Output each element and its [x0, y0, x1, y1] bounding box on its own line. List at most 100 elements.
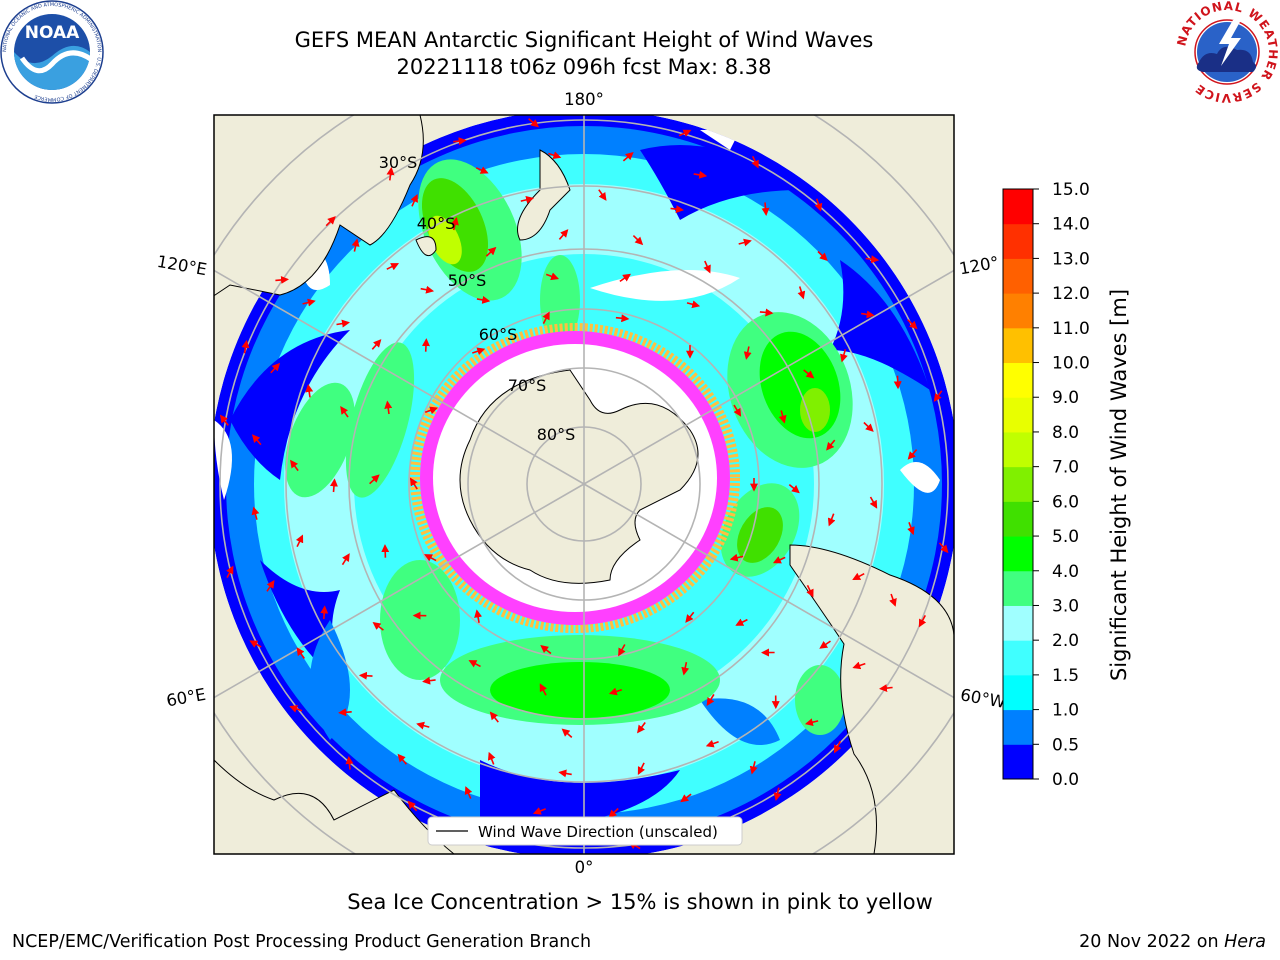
wave-direction-arrow	[773, 787, 782, 801]
legend-label: Wind Wave Direction (unscaled)	[478, 823, 718, 841]
wave-direction-arrow	[680, 793, 692, 803]
colorbar-label: Significant Height of Wind Waves [m]	[1107, 289, 1131, 681]
wave-direction-arrow	[372, 621, 384, 631]
wave-direction-arrow	[489, 711, 499, 723]
wave-direction-arrow	[733, 404, 742, 417]
colorbar-segment	[1003, 466, 1033, 502]
wave-direction-arrow	[302, 298, 316, 307]
wave-direction-arrow	[619, 273, 632, 283]
wave-direction-arrow	[305, 384, 314, 398]
wave-direction-arrow	[296, 647, 305, 659]
wave-direction-arrow	[598, 189, 607, 201]
wave-direction-arrow	[703, 260, 711, 274]
colorbar-tick-label: 7.0	[1052, 458, 1079, 478]
wave-direction-arrow	[693, 170, 708, 179]
wave-direction-arrow	[325, 216, 336, 227]
wind-wave-direction-arrows	[219, 118, 949, 850]
wave-direction-arrow	[266, 579, 275, 592]
colorbar-segment	[1003, 501, 1033, 537]
wave-direction-arrow	[485, 246, 497, 257]
colorbar-segment	[1003, 189, 1033, 225]
wave-direction-arrow	[852, 661, 866, 670]
lon-label-60e: 60°E	[165, 685, 207, 711]
wave-direction-arrow	[819, 640, 831, 649]
wave-direction-arrow	[869, 496, 878, 509]
wave-direction-arrow	[797, 286, 806, 300]
wave-direction-arrow	[424, 406, 439, 415]
wave-direction-arrow	[249, 640, 262, 648]
tasmania-land	[415, 236, 437, 257]
wave-direction-arrow	[788, 483, 800, 494]
wave-direction-arrow	[421, 338, 430, 352]
colorbar-segment	[1003, 362, 1033, 398]
wave-direction-arrow	[889, 593, 897, 607]
colorbar-tick-label: 11.0	[1052, 319, 1090, 339]
wave-direction-arrow	[814, 198, 823, 212]
colorbar-tick-label: 5.0	[1052, 527, 1079, 547]
noaa-logo-text: NOAA	[25, 23, 80, 43]
colorbar-segment	[1003, 327, 1033, 364]
lat-label-40s: 40°S	[417, 214, 456, 233]
wave-direction-arrow	[475, 166, 489, 174]
wave-direction-arrow	[759, 308, 774, 317]
colorbar-tick-label: 3.0	[1052, 596, 1079, 616]
graticule	[214, 115, 954, 854]
wave-direction-arrow	[422, 676, 436, 685]
colorbar-tick-label: 1.0	[1052, 701, 1079, 721]
lat-label-60s: 60°S	[479, 325, 518, 344]
wave-direction-arrow	[834, 740, 842, 754]
wave-direction-arrow	[803, 369, 815, 379]
wave-direction-arrow	[386, 166, 395, 181]
wave-direction-arrow	[729, 553, 744, 562]
colorbar-segment	[1003, 570, 1033, 606]
wave-direction-arrow	[907, 319, 918, 330]
wave-direction-arrow	[806, 584, 814, 598]
wave-direction-arrow	[879, 684, 893, 693]
wave-direction-arrow	[705, 739, 719, 748]
chart-subtitle: 20221118 t06z 096h fcst Max: 8.38	[396, 55, 772, 79]
wave-direction-arrow	[761, 202, 770, 216]
wave-direction-arrow	[420, 285, 435, 294]
colorbar-segment	[1003, 397, 1033, 433]
chart-title: GEFS MEAN Antarctic Significant Height o…	[294, 28, 874, 52]
wave-direction-arrow	[608, 687, 623, 696]
wave-direction-arrow	[681, 662, 690, 676]
wave-direction-arrow	[907, 449, 918, 460]
wave-direction-arrow	[863, 421, 874, 432]
colorbar-tick-label: 10.0	[1052, 354, 1090, 374]
wave-direction-arrow	[561, 728, 573, 739]
lon-label-60w: 60°W	[959, 685, 1007, 712]
wave-direction-arrow	[778, 410, 787, 424]
colorbar-tick-label: 1.5	[1052, 666, 1079, 686]
wave-direction-arrow	[907, 522, 915, 536]
colorbar-tick-label: 13.0	[1052, 249, 1090, 269]
wave-direction-arrow	[532, 807, 546, 815]
wave-direction-arrow	[397, 753, 408, 765]
footer-date: 20 Nov 2022 on Hera	[1079, 932, 1266, 952]
wave-direction-arrow	[840, 349, 848, 363]
wave-direction-arrow	[804, 718, 819, 727]
wave-direction-arrow	[472, 347, 486, 356]
colorbar-tick-label: 4.0	[1052, 562, 1079, 582]
wave-direction-arrow	[336, 319, 350, 328]
wave-direction-arrow	[345, 756, 354, 770]
wave-direction-arrow	[686, 300, 701, 309]
lon-label-120e: 120°E	[156, 252, 209, 279]
wave-direction-arrow	[865, 255, 880, 264]
wave-direction-arrow	[622, 151, 634, 162]
national-weather-service-logo: NATIONAL WEATHER SERVICE	[1175, 0, 1279, 105]
wave-direction-arrow	[464, 786, 473, 799]
lon-label-0: 0°	[575, 858, 594, 877]
wave-direction-arrow	[226, 565, 234, 578]
wave-direction-arrow	[416, 721, 430, 730]
wave-direction-arrow	[938, 542, 949, 554]
wave-direction-arrow	[453, 137, 467, 146]
colorbar-tick-label: 12.0	[1052, 284, 1090, 304]
colorbar-segment	[1003, 640, 1033, 676]
wave-direction-arrow	[289, 705, 303, 713]
wave-direction-arrow	[539, 683, 547, 696]
axes-frame	[213, 114, 955, 855]
wave-direction-arrow	[340, 405, 349, 418]
colorbar-segment	[1003, 293, 1033, 329]
